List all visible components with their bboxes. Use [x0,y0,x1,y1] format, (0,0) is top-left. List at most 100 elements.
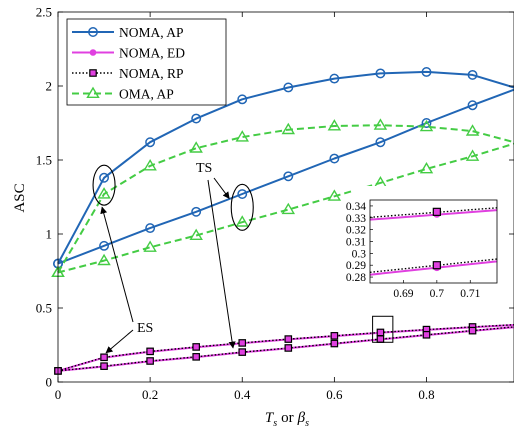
inset-y-tick-label: 0.28 [346,272,366,284]
series-line [57,142,514,274]
series-marker [375,137,386,148]
ts-ellipse [230,183,254,231]
ts-arrow-lower [207,179,236,349]
series-marker [421,118,432,128]
series-marker [327,189,342,201]
legend: NOMA, AP NOMA, ED NOMA, RP OMA, AP [66,18,227,106]
y-axis-label: ASC [12,183,28,212]
series-marker [189,141,203,153]
series-marker [330,339,339,348]
series-marker [97,253,111,266]
plot-frame [57,11,514,383]
series-marker [191,113,202,124]
series-marker [283,171,294,182]
series-marker [192,353,200,361]
series-marker [419,119,434,132]
inset-y-tick-label: 0.31 [346,237,366,249]
y-tick-label: 0.5 [36,301,52,316]
series-marker [238,339,247,347]
series-line [57,88,514,265]
legend-swatch-marker [89,49,97,56]
series-marker [145,137,156,148]
annotation-layer: ES TS [92,161,394,354]
legend-swatch-marker [89,69,97,77]
series-marker [329,153,340,164]
series-marker [235,215,249,227]
es-label: ES [137,321,153,336]
y-tick-label: 1 [46,227,53,242]
series-marker [376,328,385,337]
zoom-region-box [372,315,394,343]
x-tick-label: 0.8 [418,387,434,402]
legend-item-oma-ap: OMA, AP [72,87,174,102]
series-marker [465,149,480,161]
y-tick-label: 2 [46,79,53,94]
x-axis-label-alt: β [297,410,306,426]
series-marker [237,189,248,199]
series-marker [100,353,108,362]
es-arrow-lower [105,329,134,354]
series-marker [143,159,157,171]
inset-y-tick-label: 0.32 [346,225,366,237]
es-arrow-upper [100,206,134,323]
series-marker [143,240,157,252]
series-marker [99,240,110,251]
series-marker [100,362,108,370]
series-marker [237,94,248,105]
series-marker [192,343,200,351]
y-tick-label: 2.5 [36,5,52,20]
series-marker [468,326,477,335]
inset-x-tick-label: 0.71 [460,288,480,300]
series-marker [238,348,247,356]
x-tick-label: 0.2 [142,387,158,402]
series-marker [421,66,432,77]
x-tick-label: 0.6 [326,387,343,402]
axis-ticks: 0 0.2 0.4 0.6 0.8 0 0.5 1 1.5 2 2.5 [36,5,514,402]
x-axis-label-or: or [281,410,294,426]
series-marker [281,202,296,215]
series-marker [373,118,388,130]
series-marker [422,330,431,339]
series-marker [97,187,111,199]
x-axis-label-main: T [265,410,275,426]
inset-y-tick-label: 0.3 [352,248,367,260]
inset-series-noma-rp-ts [369,258,498,274]
es-ellipse [92,164,116,206]
inset-background [353,186,508,308]
series-marker [327,119,342,131]
inset-x-tick-label: 0.7 [430,288,445,300]
y-tick-label: 1.5 [36,153,52,168]
series-marker [467,69,478,80]
legend-label: NOMA, ED [119,46,185,61]
inset-y-tick-label: 0.33 [346,213,366,225]
inset-x-tick-label: 0.69 [393,288,413,300]
series-layer [51,66,514,375]
inset-series-marker [432,261,441,270]
legend-item-noma-rp: NOMA, RP [72,66,184,81]
series-marker [376,335,385,343]
series-line [57,124,514,274]
series-marker [235,130,249,142]
series-noma-rp-ts [54,326,514,375]
series-marker [146,347,154,356]
zoom-inset: 0.69 0.7 0.71 0.280.290.30.310.320.330.34 [346,186,508,308]
series-marker [284,335,293,343]
series-marker [284,344,293,352]
legend-swatch-marker [88,27,98,37]
series-line [57,70,514,265]
legend-item-noma-ed: NOMA, ED [72,46,185,61]
ts-label: TS [196,161,212,176]
x-axis-label-alt-sub: s [305,418,309,429]
legend-label: NOMA, AP [119,25,184,40]
legend-label: NOMA, RP [119,66,184,81]
x-axis-label-main-sub: s [273,418,277,429]
legend-box [66,18,227,106]
series-noma-ap-ts [53,88,514,269]
ts-arrow-upper [213,177,230,200]
series-marker [191,206,202,217]
series-marker [375,68,386,79]
legend-swatch-marker [86,86,100,99]
legend-label: OMA, AP [119,87,174,102]
series-marker [145,223,156,234]
